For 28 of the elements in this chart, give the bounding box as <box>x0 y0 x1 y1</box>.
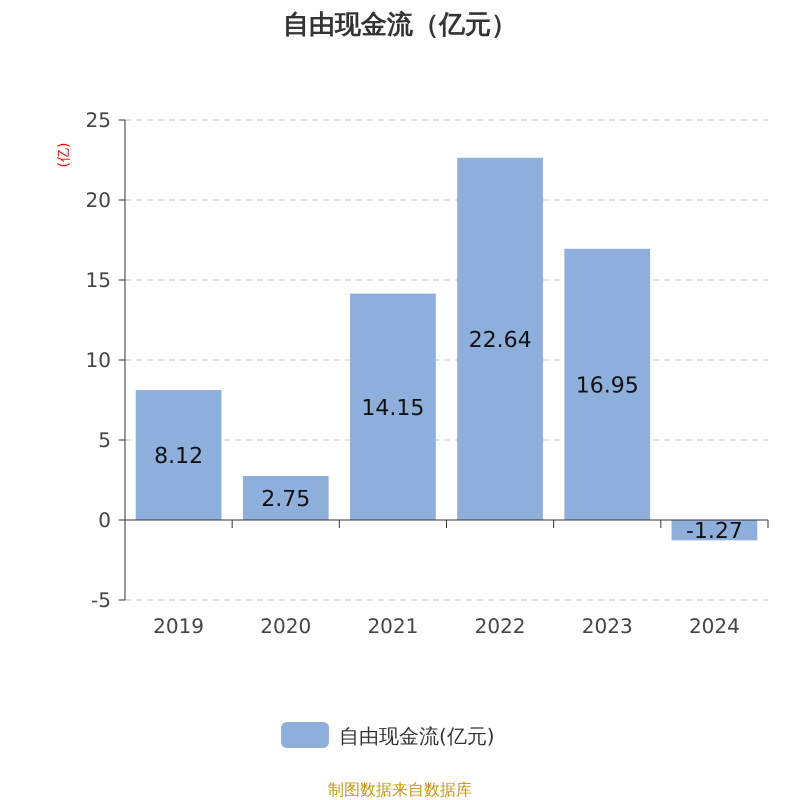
y-tick-label: 0 <box>98 508 111 532</box>
data-label: 14.15 <box>361 396 424 421</box>
x-tick-label: 2020 <box>260 614 312 638</box>
x-tick-label: 2023 <box>582 614 633 638</box>
x-tick-label: 2024 <box>688 614 740 638</box>
x-tick-label: 2019 <box>153 614 204 638</box>
text: 制图数据来自数据库 <box>328 780 472 799</box>
bar <box>350 294 436 520</box>
data-label: 2.75 <box>261 487 310 512</box>
data-label: 8.12 <box>154 444 204 470</box>
y-tick-label: 15 <box>86 268 111 292</box>
bar <box>242 476 329 520</box>
bar <box>457 158 543 520</box>
y-axis-title: (亿) <box>56 142 72 168</box>
data-label: 16.95 <box>576 373 639 398</box>
data-label: -1.27 <box>686 519 743 544</box>
y-tick-label: 20 <box>86 188 111 212</box>
bar <box>136 390 222 520</box>
y-tick-label: 25 <box>86 108 111 132</box>
x-tick-label: 2021 <box>367 614 418 638</box>
legend-label: 自由现金流(亿元) <box>339 724 495 748</box>
chart-title: 自由现金流（亿元） <box>283 10 517 40</box>
data-label: 22.64 <box>468 328 532 353</box>
y-tick-label: 10 <box>86 348 111 372</box>
y-tick-label: -5 <box>91 588 111 612</box>
bar <box>564 248 650 520</box>
y-tick-label: 5 <box>98 428 111 452</box>
x-tick-label: 2022 <box>474 614 526 638</box>
